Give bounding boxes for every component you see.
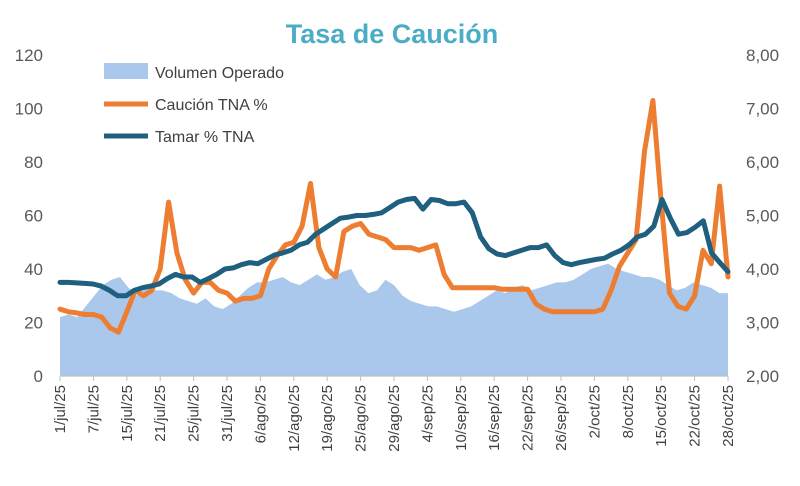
- y-right-tick-label: 2,00: [746, 367, 779, 386]
- legend: Volumen Operado Caución TNA % Tamar % TN…: [104, 63, 284, 146]
- y-left-tick-label: 120: [15, 46, 43, 65]
- x-tick-label: 28/oct/25: [720, 385, 737, 447]
- y-axis-right: 2,00 3,00 4,00 5,00 6,00 7,00 8,00: [746, 46, 779, 386]
- x-tick-label: 22/oct/25: [687, 385, 704, 447]
- x-tick-label: 6/ago/25: [252, 385, 269, 443]
- y-axis-left: 0 20 40 60 80 100 120: [15, 46, 43, 386]
- x-tick-label: 2/oct/25: [586, 385, 603, 438]
- x-tick-label: 31/jul/25: [219, 385, 236, 442]
- x-tick-label: 16/sep/25: [486, 385, 503, 451]
- x-tick-label: 25/jul/25: [186, 385, 203, 442]
- x-tick-label: 15/jul/25: [119, 385, 136, 442]
- y-left-tick-label: 80: [24, 153, 43, 172]
- x-tick-label: 7/jul/25: [85, 385, 102, 433]
- y-left-tick-label: 20: [24, 314, 43, 333]
- y-left-tick-label: 60: [24, 207, 43, 226]
- x-tick-label: 4/sep/25: [419, 385, 436, 443]
- series-tamar-line: [57, 195, 731, 299]
- legend-swatch-volumen: [104, 63, 148, 79]
- x-tick-label: 8/oct/25: [620, 385, 637, 438]
- legend-label-tamar: Tamar % TNA: [155, 129, 255, 146]
- x-tick-label: 12/ago/25: [286, 385, 303, 452]
- x-tick-label: 21/jul/25: [152, 385, 169, 442]
- x-tick-label: 15/oct/25: [653, 385, 670, 447]
- y-left-tick-label: 0: [34, 367, 43, 386]
- y-right-tick-label: 4,00: [746, 260, 779, 279]
- y-right-tick-label: 3,00: [746, 314, 779, 333]
- y-left-tick-label: 100: [15, 100, 43, 119]
- y-right-tick-label: 5,00: [746, 207, 779, 226]
- y-right-tick-label: 7,00: [746, 100, 779, 119]
- series-caucion-line: [57, 98, 731, 335]
- x-tick-label: 19/ago/25: [319, 385, 336, 452]
- x-tick-label: 25/ago/25: [353, 385, 370, 452]
- x-tick-label: 26/sep/25: [553, 385, 570, 451]
- x-tick-label: 22/sep/25: [520, 385, 537, 451]
- y-right-tick-label: 8,00: [746, 46, 779, 65]
- legend-label-volumen: Volumen Operado: [155, 65, 284, 82]
- x-tick-label: 1/jul/25: [52, 385, 69, 433]
- legend-label-caucion: Caución TNA %: [155, 97, 268, 114]
- x-tick-label: 10/sep/25: [453, 385, 470, 451]
- y-left-tick-label: 40: [24, 260, 43, 279]
- x-axis: 1/jul/25 7/jul/25 15/jul/25 21/jul/25 25/jul…: [52, 376, 737, 452]
- y-right-tick-label: 6,00: [746, 153, 779, 172]
- chart-title: Tasa de Caución: [286, 19, 499, 49]
- series-volumen-operado-area: [60, 263, 728, 376]
- x-tick-label: 29/ago/25: [386, 385, 403, 452]
